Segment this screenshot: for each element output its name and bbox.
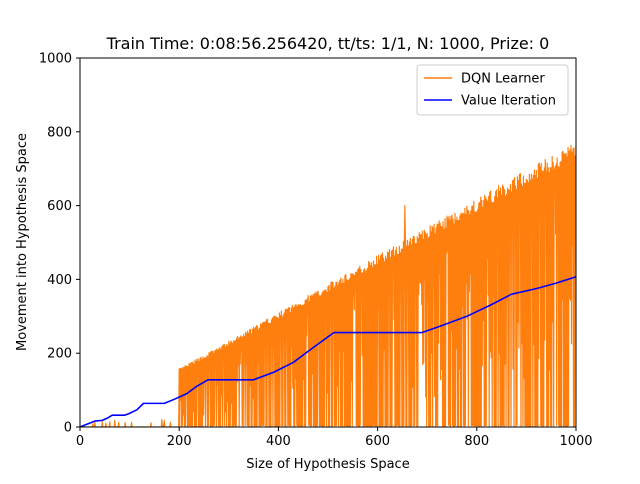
legend-entry-label: DQN Learner [461, 72, 545, 87]
y-tick-label: 400 [47, 273, 72, 288]
y-tick-label: 600 [47, 199, 72, 214]
x-tick-label: 0 [76, 434, 84, 449]
y-tick-label: 800 [47, 125, 72, 140]
y-axis-ticks: 0 200 400 600 800 1000 [39, 52, 80, 436]
x-tick-label: 400 [266, 434, 291, 449]
plot-area [80, 144, 576, 427]
axes-border [79, 57, 577, 428]
legend-box [416, 64, 569, 116]
x-axis-ticks: 0 200 400 600 800 1000 [76, 427, 593, 449]
chart-title: Train Time: 0:08:56.256420, tt/ts: 1/1, … [106, 34, 550, 53]
y-tick-label: 0 [64, 421, 72, 436]
y-tick-label: 200 [47, 347, 72, 362]
series-value-iteration-line [80, 276, 576, 427]
axes-frame [79, 57, 577, 428]
x-axis-label: Size of Hypothesis Space [246, 457, 409, 472]
x-tick-label: 200 [167, 434, 192, 449]
y-tick-label: 1000 [39, 52, 72, 67]
legend-entry-label: Value Iteration [461, 94, 556, 109]
legend: DQN Learner Value Iteration [416, 64, 569, 116]
x-tick-label: 800 [464, 434, 489, 449]
x-tick-label: 600 [365, 434, 390, 449]
x-tick-label: 1000 [559, 434, 592, 449]
y-axis-label: Movement into Hypothesis Space [15, 133, 30, 351]
series-dqn-learner-line [80, 144, 576, 427]
